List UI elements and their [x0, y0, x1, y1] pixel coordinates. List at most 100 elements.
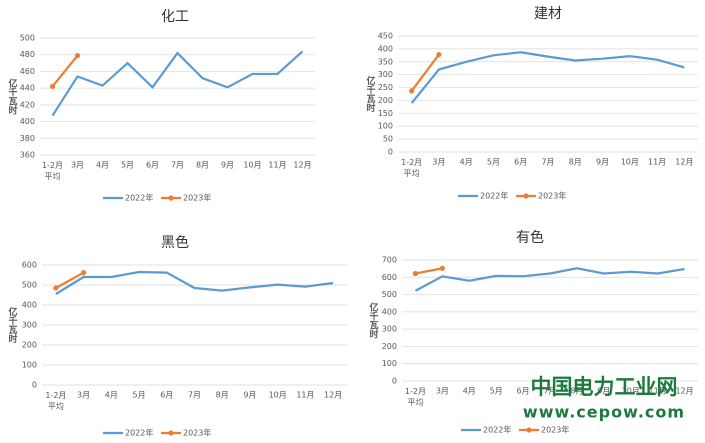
x-tick-label: 6月 [160, 391, 173, 400]
x-tick-label: 10月 [269, 391, 287, 400]
x-tick-line: 平均 [407, 397, 423, 407]
x-tick-label: 6月 [517, 387, 530, 396]
y-axis-label: 亿千瓦时 [7, 77, 18, 115]
y-axis-label: 亿千瓦时 [7, 306, 18, 344]
legend-label: 2023年 [183, 428, 211, 438]
x-tick-label: 1-2月平均 [405, 387, 426, 407]
y-tick-label: 700 [382, 256, 397, 265]
point [49, 83, 56, 90]
y-tick-label: 200 [22, 341, 37, 350]
y-tick-label: 200 [382, 342, 397, 351]
x-tick-line: 平均 [404, 168, 420, 178]
series-line [51, 54, 79, 88]
y-tick-label: 440 [20, 84, 35, 93]
legend-marker [523, 193, 529, 199]
y-tick-label: 300 [22, 321, 37, 330]
x-tick-label: 12月 [675, 158, 693, 167]
x-tick-line: 平均 [45, 171, 61, 181]
x-tick-label: 1-2月平均 [401, 158, 422, 178]
y-tick-label: 480 [20, 50, 35, 59]
y-tick-label: 400 [22, 301, 37, 310]
x-tick-label: 8月 [570, 387, 583, 396]
y-tick-label: 300 [382, 325, 397, 334]
x-tick-label: 11月 [649, 387, 667, 396]
legend-marker [168, 195, 174, 201]
y-tick-label: 100 [22, 361, 37, 370]
x-tick-label: 7月 [188, 391, 201, 400]
y-tick-label: 460 [20, 67, 35, 76]
watermark-url: www.cepow.com [523, 403, 685, 422]
point [80, 270, 87, 276]
watermark-name: 中国电力工业网 [531, 375, 678, 399]
x-tick-label: 10月 [622, 387, 640, 396]
x-tick-label: 7月 [543, 387, 556, 396]
x-tick-label: 7月 [171, 161, 184, 170]
y-tick-label: 200 [378, 96, 393, 105]
y-tick-label: 380 [20, 134, 35, 143]
x-tick-label: 11月 [268, 161, 286, 170]
y-tick-label: 600 [22, 261, 37, 270]
y-tick-label: 100 [382, 359, 397, 368]
y-tick-label: 0 [32, 381, 37, 390]
series-line [410, 51, 685, 104]
x-tick-label: 9月 [596, 158, 609, 167]
y-tick-label: 400 [20, 117, 35, 126]
x-tick-label: 6月 [146, 161, 159, 170]
x-tick-label: 5月 [487, 158, 500, 167]
series-line [410, 53, 440, 92]
chart-title: 黑色 [161, 234, 189, 251]
x-tick-label: 8月 [196, 161, 209, 170]
x-tick-label: 10月 [243, 161, 261, 170]
x-tick-label: 1-2月平均 [42, 161, 63, 181]
chart-title: 有色 [516, 229, 544, 246]
y-tick-label: 300 [378, 70, 393, 79]
x-tick-label: 9月 [243, 391, 256, 400]
y-tick-label: 420 [20, 100, 35, 109]
x-tick-label: 9月 [221, 161, 234, 170]
x-tick-line: 1-2月 [42, 161, 63, 170]
x-tick-label: 5月 [121, 161, 134, 170]
y-tick-label: 100 [378, 122, 393, 131]
legend-label: 2022年 [480, 191, 508, 201]
y-tick-label: 150 [378, 109, 393, 118]
x-tick-line: 1-2月 [401, 158, 422, 167]
legend-marker [526, 427, 532, 433]
x-tick-line: 平均 [48, 401, 64, 411]
series-line [55, 271, 85, 289]
x-tick-label: 8月 [569, 158, 582, 167]
x-tick-label: 3月 [77, 391, 90, 400]
series-line [414, 267, 685, 292]
legend-label: 2023年 [183, 193, 211, 203]
x-tick-line: 1-2月 [405, 387, 426, 396]
y-tick-label: 0 [392, 377, 397, 386]
x-tick-label: 4月 [96, 161, 109, 170]
chart-title: 建材 [534, 6, 562, 22]
point [436, 51, 442, 58]
x-tick-label: 5月 [132, 391, 145, 400]
x-tick-label: 3月 [436, 387, 449, 396]
x-tick-label: 12月 [324, 391, 342, 400]
x-tick-label: 1-2月平均 [45, 391, 66, 411]
x-tick-label: 11月 [296, 391, 314, 400]
legend-label: 2022年 [483, 425, 511, 435]
y-tick-label: 500 [382, 290, 397, 299]
x-tick-label: 4月 [463, 387, 476, 396]
x-tick-label: 10月 [621, 158, 639, 167]
x-tick-label: 12月 [675, 387, 693, 396]
y-tick-label: 400 [382, 307, 397, 316]
x-tick-line: 1-2月 [45, 391, 66, 400]
y-axis-label: 亿千瓦时 [368, 301, 379, 339]
series-line [415, 267, 443, 275]
point [412, 270, 419, 277]
x-tick-label: 4月 [460, 158, 473, 167]
x-tick-label: 6月 [514, 158, 527, 167]
x-tick-label: 3月 [71, 161, 84, 170]
point [53, 285, 59, 291]
x-tick-label: 8月 [216, 391, 229, 400]
series-line [51, 50, 304, 117]
chart-title: 化工 [161, 9, 189, 25]
legend-label: 2023年 [538, 191, 566, 201]
legend-label: 2023年 [541, 425, 569, 435]
